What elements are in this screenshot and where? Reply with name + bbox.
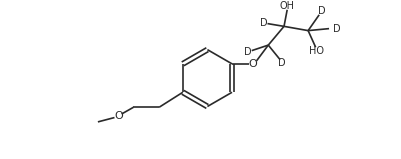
Text: D: D <box>318 6 326 16</box>
Text: O: O <box>248 59 257 69</box>
Text: O: O <box>114 111 123 121</box>
Text: HO: HO <box>309 46 324 56</box>
Text: OH: OH <box>279 1 295 11</box>
Text: D: D <box>244 47 251 57</box>
Text: D: D <box>260 18 267 28</box>
Text: D: D <box>333 24 341 34</box>
Text: D: D <box>278 58 286 68</box>
